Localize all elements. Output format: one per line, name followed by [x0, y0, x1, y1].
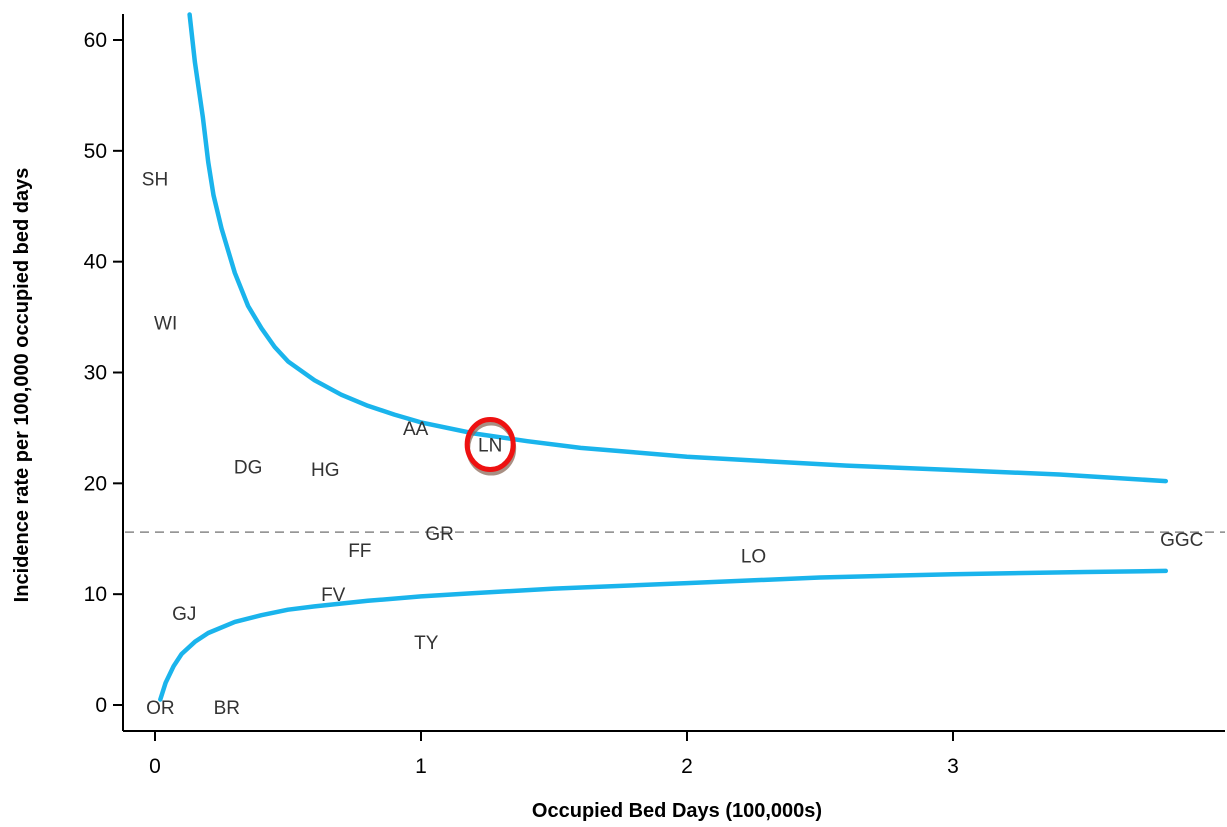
y-tick-label: 60 — [84, 29, 107, 52]
x-tick-label: 3 — [947, 755, 959, 778]
x-tick-label: 2 — [681, 755, 693, 778]
point-label-ln: LN — [478, 436, 502, 457]
point-label-or: OR — [146, 698, 175, 719]
x-axis-title: Occupied Bed Days (100,000s) — [532, 800, 822, 822]
point-label-aa: AA — [403, 419, 429, 440]
point-label-sh: SH — [142, 170, 168, 191]
plot-lines — [125, 12, 1225, 702]
point-label-hg: HG — [311, 460, 340, 481]
y-tick-label: 30 — [84, 362, 107, 385]
upper-control-limit — [187, 12, 1169, 484]
y-tick-label: 0 — [95, 694, 107, 717]
y-tick-label: 20 — [84, 472, 107, 495]
point-label-gj: GJ — [172, 604, 196, 625]
highlight-circle — [464, 417, 516, 473]
point-label-ggc: GGC — [1160, 530, 1203, 551]
y-tick-label: 40 — [84, 251, 107, 274]
point-label-br: BR — [214, 698, 240, 719]
highlight-layer — [464, 417, 517, 476]
axes: 0 10 20 30 40 50 60 0 1 2 3 — [84, 14, 1225, 778]
x-tick-label: 0 — [149, 755, 161, 778]
point-label-dg: DG — [234, 458, 263, 479]
y-tick-label: 10 — [84, 583, 107, 606]
y-axis-title: Incidence rate per 100,000 occupied bed … — [11, 168, 33, 603]
point-label-ty: TY — [414, 633, 439, 654]
point-label-gr: GR — [425, 524, 454, 545]
point-label-fv: FV — [321, 585, 346, 606]
point-label-wi: WI — [154, 314, 177, 335]
point-label-lo: LO — [741, 546, 766, 567]
x-tick-label: 1 — [415, 755, 427, 778]
point-labels: SH WI DG HG AA LN GR FF FV GJ TY OR BR LO GGC — [142, 170, 1204, 720]
y-tick-label: 50 — [84, 140, 107, 163]
lower-control-limit — [158, 568, 1169, 702]
point-label-ff: FF — [348, 541, 371, 562]
